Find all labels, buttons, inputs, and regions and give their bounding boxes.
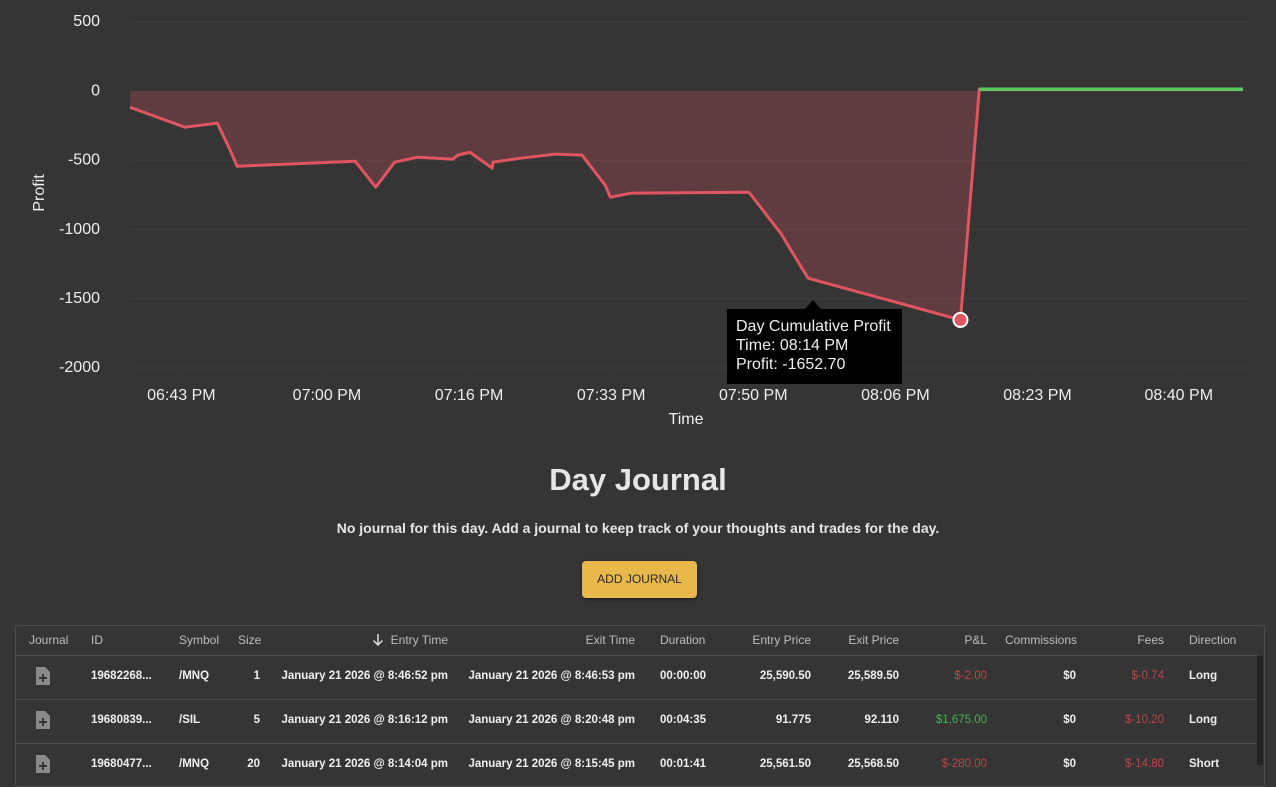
table-cell: 25,561.50 (759, 758, 811, 770)
table-cell: $0 (1063, 758, 1076, 770)
y-tick-label: -500 (68, 152, 100, 169)
column-header: Fees (1137, 633, 1164, 647)
table-cell: 5 (253, 714, 260, 726)
column-header: P&L (964, 633, 987, 647)
journal-title: Day Journal (549, 462, 727, 497)
table-cell: January 21 2026 @ 8:16:12 pm (281, 714, 448, 726)
x-tick-label: 08:06 PM (861, 387, 929, 404)
y-tick-label: -1500 (59, 290, 100, 307)
table-cell: Long (1189, 670, 1218, 682)
x-tick-label: 07:00 PM (293, 387, 361, 404)
tooltip-time: Time: 08:14 PM (736, 337, 848, 354)
table-cell: $0 (1063, 714, 1076, 726)
line (129, 87, 1243, 322)
y-axis-label: Profit (31, 174, 48, 212)
chart: Profit Time -2000 -1500 -1000 -500 0 500 06:43… (31, 13, 1250, 429)
table-cell: $-2.00 (954, 670, 987, 682)
table-cell: 25,590.50 (759, 670, 811, 682)
table-cell: Short (1189, 758, 1220, 770)
column-header: Journal (29, 633, 69, 647)
tooltip-title: Day Cumulative Profit (736, 318, 891, 335)
column-header: Direction (1189, 633, 1237, 647)
table-cell: 19680839... (91, 714, 152, 726)
column-header: Exit Time (585, 633, 635, 647)
table-cell: January 21 2026 @ 8:14:04 pm (281, 758, 448, 770)
table-cell: 00:04:35 (660, 714, 707, 726)
table-cell: 92.110 (864, 714, 899, 726)
column-header: Symbol (179, 633, 220, 647)
table-cell: Long (1189, 714, 1218, 726)
table-cell: 91.775 (775, 714, 811, 726)
table-cell: /MNQ (179, 670, 210, 682)
table-cell: 19680477... (91, 758, 152, 770)
hover-point (952, 311, 969, 328)
row-divider (16, 743, 1258, 744)
table-cell: $-280.00 (941, 758, 987, 770)
table-cell: 20 (247, 758, 260, 770)
tooltip-profit: Profit: -1652.70 (736, 356, 846, 373)
area (130, 89, 1243, 320)
add-journal-button[interactable]: ADD JOURNAL (582, 561, 697, 598)
table-cell: $-0.74 (1131, 670, 1164, 682)
x-tick-label: 07:50 PM (719, 387, 787, 404)
table-cell: 19682268... (91, 670, 152, 682)
page: Profit Time -2000 -1500 -1000 -500 0 500 06:43… (15, 13, 1265, 787)
add-journal-icon[interactable] (35, 666, 51, 691)
table-cell: January 21 2026 @ 8:46:52 pm (281, 670, 448, 682)
trades-table (15, 625, 1265, 787)
plot: -2000 -1500 -1000 -500 0 500 06:43 PM 07:00 PM 0… (59, 13, 1250, 404)
y-tick-label: -1000 (59, 221, 100, 238)
tooltip-box (727, 300, 902, 384)
x-tick-label: 07:33 PM (577, 387, 645, 404)
table-cell: 00:00:00 (660, 670, 707, 682)
x-tick-label: 06:43 PM (147, 387, 215, 404)
x-tick-label: 08:40 PM (1145, 387, 1213, 404)
sort-arrow[interactable] (372, 633, 384, 647)
table-cell: /MNQ (179, 758, 210, 770)
column-header: Entry Time (390, 633, 448, 647)
add-journal-icon[interactable] (35, 754, 51, 779)
column-header: Duration (660, 633, 706, 647)
table-cell: 1 (253, 670, 260, 682)
scrollbar[interactable] (1257, 656, 1263, 765)
table-cell: January 21 2026 @ 8:46:53 pm (468, 670, 635, 682)
table-cell: January 21 2026 @ 8:20:48 pm (468, 714, 635, 726)
table-cell: 25,589.50 (847, 670, 899, 682)
tooltip: Day Cumulative Profit Time: 08:14 PM Pro… (727, 300, 902, 384)
column-header: Exit Price (848, 633, 899, 647)
row-divider (16, 655, 1258, 656)
y-tick-label: -2000 (59, 359, 100, 376)
table-cell: /SIL (179, 714, 201, 726)
y-tick-label: 500 (73, 13, 100, 30)
column-header: Entry Price (752, 633, 811, 647)
add-journal-icon[interactable] (35, 710, 51, 735)
column-header: ID (91, 633, 103, 647)
table-cell: 25,568.50 (847, 758, 899, 770)
journal-message: No journal for this day. Add a journal t… (336, 520, 940, 536)
y-tick-label: 0 (91, 82, 100, 99)
row-divider (16, 699, 1258, 700)
column-header: Commissions (1005, 633, 1078, 647)
x-axis-label: Time (669, 411, 704, 428)
table-cell: $1,675.00 (935, 714, 987, 726)
table-cell: $0 (1063, 670, 1076, 682)
table-cell: $-14.80 (1124, 758, 1164, 770)
x-tick-label: 08:23 PM (1003, 387, 1071, 404)
table-cell: 00:01:41 (660, 758, 707, 770)
x-tick-label: 07:16 PM (435, 387, 503, 404)
column-header: Size (238, 633, 262, 647)
table-cell: $-10.20 (1124, 714, 1164, 726)
table-cell: January 21 2026 @ 8:15:45 pm (468, 758, 635, 770)
